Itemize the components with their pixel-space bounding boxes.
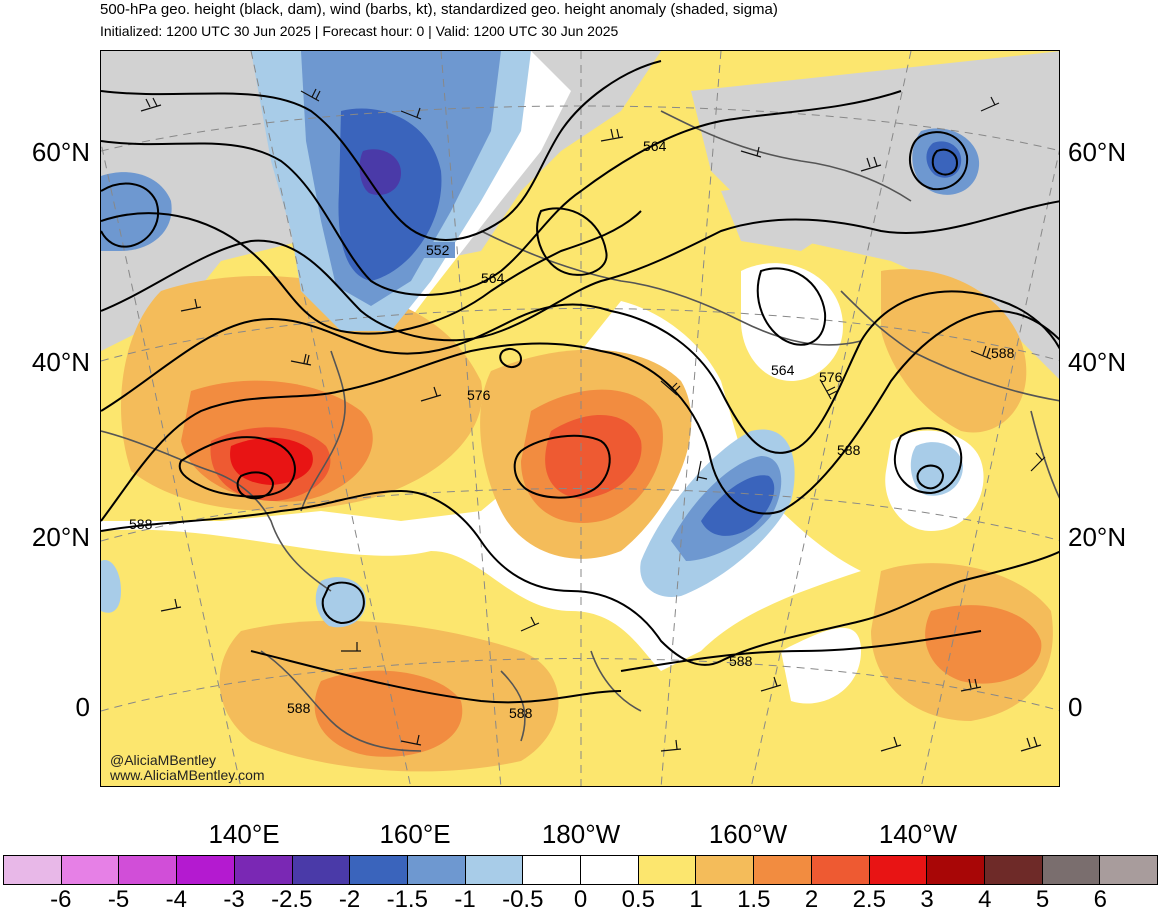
colorbar-swatch	[350, 856, 408, 884]
chart-subtitle: Initialized: 1200 UTC 30 Jun 2025 | Fore…	[100, 23, 619, 39]
lon-label-140w: 140°W	[878, 819, 958, 849]
colorbar-tick-label: 5	[1035, 886, 1050, 913]
colorbar-tick-label: 4	[978, 886, 992, 913]
lat-label-left-40n: 40°N	[31, 347, 90, 377]
blue-region-far-west	[101, 560, 121, 613]
colorbar-swatch	[638, 856, 697, 884]
colorbar-tick-label: -5	[107, 886, 130, 913]
colorbar-tick-label: 1.5	[737, 886, 771, 913]
colorbar-swatch	[811, 856, 870, 884]
contour-label-588-e: 588	[287, 700, 311, 716]
contour-label-564-b: 564	[643, 138, 667, 154]
colorbar-tick-label: -3	[223, 886, 245, 913]
lon-label-160w: 160°W	[708, 819, 788, 849]
contour-label-576-b: 576	[819, 369, 843, 385]
colorbar-tick-label: -2.5	[271, 886, 313, 913]
lat-label-right-40n: 40°N	[1068, 347, 1127, 377]
colorbar	[3, 855, 1158, 885]
height-contours	[101, 60, 1059, 704]
gray-region-alaska	[721, 181, 831, 251]
colorbar-ticks: -6 -5 -4 -3 -2.5 -2 -1.5 -1 -0.5 0 0.5 1 1.5 2 2.5 3 4 5 6	[3, 887, 1158, 913]
colorbar-swatch	[407, 856, 466, 884]
map-svg: 552 564 564 576 564 576 588 588 588 588 …	[101, 51, 1059, 786]
lat-label-right-20n: 20°N	[1068, 522, 1127, 552]
chart-title: 500-hPa geo. height (black, dam), wind (…	[100, 1, 778, 18]
blue-region-trough-core	[701, 475, 775, 536]
orange-region-east	[881, 269, 1027, 433]
blue-region-east-low	[910, 442, 963, 496]
colorbar-swatch	[1100, 856, 1158, 884]
colorbar-swatch	[4, 856, 62, 884]
blue-region-northwest	[101, 172, 172, 251]
lat-label-left-60n: 60°N	[31, 137, 90, 167]
contour-labels: 552 564 564 576 564 576 588 588 588 588 …	[129, 138, 1015, 721]
colorbar-tick-label: -1	[454, 886, 476, 913]
lat-label-right-0: 0	[1068, 692, 1083, 722]
colorbar-swatch	[465, 856, 524, 884]
contour-label-588-a: 588	[991, 345, 1015, 361]
map-panel: 552 564 564 576 564 576 588 588 588 588 …	[100, 50, 1060, 787]
lon-label-140e: 140°E	[208, 819, 280, 849]
white-pocket-southeast	[781, 627, 861, 704]
colorbar-swatch	[869, 856, 928, 884]
colorbar-swatch	[234, 856, 293, 884]
watermark-handle: @AliciaMBentley	[110, 752, 217, 768]
contour-label-576-a: 576	[467, 387, 491, 403]
colorbar-swatch	[754, 856, 812, 884]
colorbar-tick-label: 2	[804, 886, 819, 913]
colorbar-swatch	[927, 856, 985, 884]
colorbar-tick-label: 2.5	[852, 886, 886, 913]
contour-label-588-f: 588	[509, 705, 533, 721]
colorbar-swatch	[523, 856, 582, 884]
colorbar-swatch	[61, 856, 120, 884]
colorbar-tick-label: 6	[1093, 886, 1107, 913]
contour-label-552-a: 552	[426, 242, 450, 258]
lon-label-160e: 160°E	[379, 819, 451, 849]
colorbar-swatch	[696, 856, 755, 884]
colorbar-tick-label: 0	[573, 886, 588, 913]
contour-label-588-d: 588	[729, 653, 753, 669]
colorbar-swatch	[984, 856, 1043, 884]
colorbar-tick-label: 3	[920, 886, 934, 913]
contour-label-588-c: 588	[129, 516, 153, 532]
contour-label-588-b: 588	[837, 442, 861, 458]
contour-label-564-c: 564	[771, 362, 795, 378]
lat-label-left-0: 0	[75, 692, 90, 722]
colorbar-tick-label: -1.5	[386, 886, 428, 913]
colorbar-swatch	[119, 856, 178, 884]
colorbar-tick-label: 1	[689, 886, 703, 913]
colorbar-tick-label: -0.5	[502, 886, 544, 913]
contour-label-564-a: 564	[481, 270, 505, 286]
dark-orange-core-southeast	[925, 605, 1042, 684]
colorbar-swatch	[581, 856, 639, 884]
watermark-url: www.AliciaMBentley.com	[110, 767, 265, 783]
blue-region-north-deep	[359, 149, 401, 195]
colorbar-swatch	[292, 856, 351, 884]
colorbar-tick-label: -6	[50, 886, 72, 913]
colorbar-swatch	[1042, 856, 1101, 884]
lat-label-left-20n: 20°N	[31, 522, 90, 552]
colorbar-swatch	[177, 856, 235, 884]
lat-label-right-60n: 60°N	[1068, 137, 1127, 167]
colorbar-tick-label: -2	[338, 886, 361, 913]
colorbar-tick-label: 0.5	[621, 886, 655, 913]
wind-barbs	[140, 88, 1046, 752]
lon-label-180w: 180°W	[541, 819, 621, 849]
colorbar-tick-label: -4	[165, 886, 187, 913]
